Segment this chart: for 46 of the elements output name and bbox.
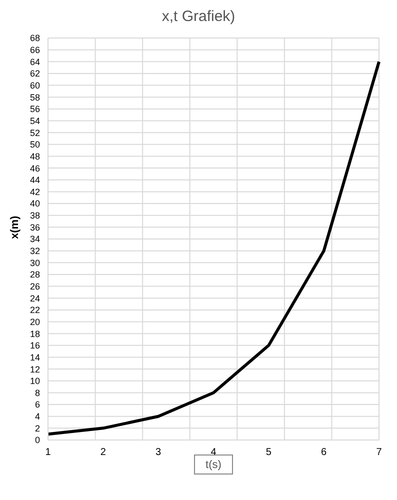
y-tick-label: 36 bbox=[30, 222, 40, 232]
chart-title: x,t Grafiek) bbox=[160, 8, 236, 27]
y-tick-label: 54 bbox=[30, 116, 40, 126]
y-tick-label: 32 bbox=[30, 246, 40, 256]
y-tick-label: 60 bbox=[30, 80, 40, 90]
y-axis-title: x(m) bbox=[8, 215, 21, 239]
y-tick-label: 50 bbox=[30, 140, 40, 150]
x-tick-label: 7 bbox=[376, 447, 382, 458]
y-tick-label: 12 bbox=[30, 364, 40, 374]
line-series bbox=[46, 60, 380, 436]
y-tick-label: 42 bbox=[30, 186, 40, 197]
y-tick-label: 30 bbox=[30, 258, 40, 268]
y-tick-label: 26 bbox=[30, 281, 40, 292]
y-tick-label: 44 bbox=[30, 175, 40, 186]
x-tick-label: 2 bbox=[100, 447, 106, 458]
x-tick-label: 3 bbox=[156, 447, 162, 458]
y-tick-label: 62 bbox=[30, 68, 40, 79]
y-tick-label: 46 bbox=[30, 163, 40, 174]
y-tick-label: 4 bbox=[34, 412, 40, 422]
y-tick-label: 48 bbox=[30, 151, 40, 162]
y-tick-label: 8 bbox=[34, 388, 40, 398]
x-tick-label: 5 bbox=[266, 447, 272, 458]
y-tick-label: 6 bbox=[34, 400, 40, 410]
y-tick-label: 22 bbox=[30, 305, 40, 316]
y-tick-label: 52 bbox=[30, 128, 40, 138]
y-tick-label: 38 bbox=[30, 210, 40, 221]
y-tick-label: 28 bbox=[30, 270, 40, 280]
y-tick-label: 24 bbox=[30, 293, 40, 304]
y-tick-label: 2 bbox=[34, 423, 40, 434]
y-tick-label: 68 bbox=[30, 33, 40, 44]
y-tick-label: 18 bbox=[30, 328, 40, 339]
y-tick-label: 16 bbox=[30, 340, 40, 351]
y-tick-label: 0 bbox=[34, 435, 40, 446]
y-tick-label: 58 bbox=[30, 92, 40, 102]
y-tick-label: 40 bbox=[30, 198, 40, 209]
x-axis-title: t(s) bbox=[206, 459, 222, 471]
y-tick-label: 14 bbox=[30, 352, 40, 362]
y-tick-label: 10 bbox=[30, 376, 40, 386]
x-tick-label: 1 bbox=[45, 447, 52, 458]
y-tick-label: 20 bbox=[30, 316, 40, 327]
y-tick-label: 66 bbox=[30, 45, 40, 56]
y-tick-label: 34 bbox=[30, 234, 40, 244]
x-tick-label: 4 bbox=[210, 447, 217, 458]
x-tick-label: 6 bbox=[321, 447, 328, 458]
y-tick-label: 64 bbox=[30, 56, 40, 67]
y-tick-label: 56 bbox=[30, 104, 40, 114]
